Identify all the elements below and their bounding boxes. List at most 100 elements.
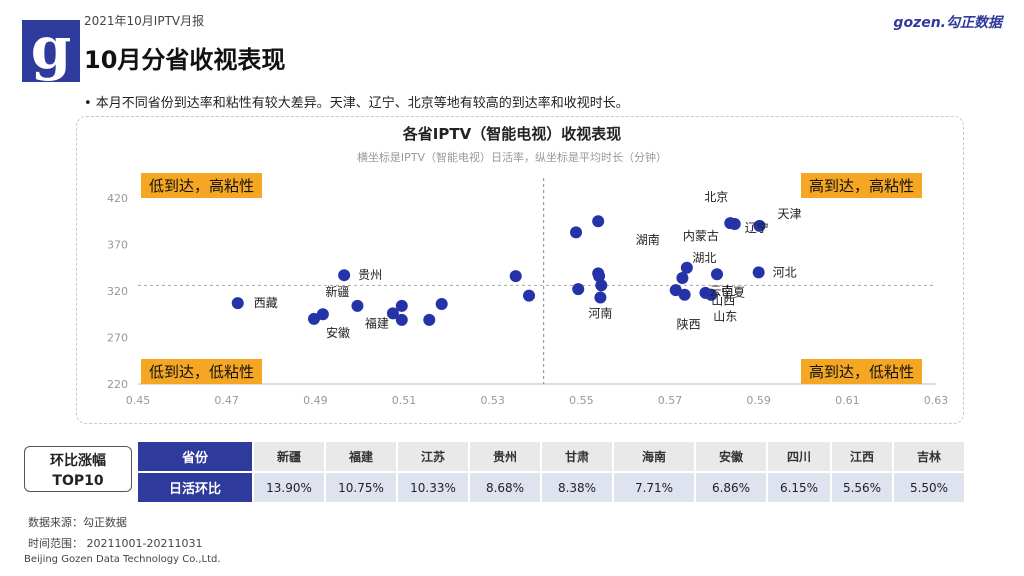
point-label: 辽宁 bbox=[745, 220, 769, 235]
summary-bullet: • 本月不同省份到达率和粘性有较大差异。天津、辽宁、北京等地有较高的到达率和收视… bbox=[84, 96, 629, 111]
data-point bbox=[705, 288, 718, 301]
y-tick-label: 420 bbox=[107, 192, 128, 205]
data-point bbox=[753, 219, 766, 232]
x-tick-label: 0.59 bbox=[746, 394, 771, 407]
data-point bbox=[728, 218, 741, 231]
data-point bbox=[710, 268, 723, 281]
table-cell: 13.90% bbox=[252, 471, 326, 504]
data-point bbox=[572, 283, 585, 296]
table-cell: 6.15% bbox=[766, 471, 832, 504]
data-point bbox=[592, 215, 605, 228]
quadrant-label-top-right: 高到达，高粘性 bbox=[801, 173, 923, 198]
data-point bbox=[593, 270, 606, 283]
top10-caption-line1: 环比涨幅 bbox=[50, 453, 106, 469]
province-header: 省份 bbox=[136, 440, 254, 473]
point-label: 天津 bbox=[778, 207, 802, 221]
table-cell: 10.75% bbox=[324, 471, 398, 504]
data-source: 数据来源：勾正数据 bbox=[28, 516, 127, 529]
x-tick-label: 0.45 bbox=[126, 394, 151, 407]
table-cell: 福建 bbox=[324, 440, 398, 473]
y-tick-label: 270 bbox=[107, 332, 128, 345]
point-label: 内蒙古 bbox=[683, 228, 719, 243]
table-cell: 5.56% bbox=[830, 471, 894, 504]
time-range: 时间范围： 20211001-20211031 bbox=[28, 537, 203, 550]
table-cell: 5.50% bbox=[892, 471, 966, 504]
x-tick-label: 0.47 bbox=[214, 394, 239, 407]
table-cell: 7.71% bbox=[612, 471, 696, 504]
table-cell: 江西 bbox=[830, 440, 894, 473]
table-cell: 甘肃 bbox=[540, 440, 614, 473]
quadrant-label-bottom-right: 高到达，低粘性 bbox=[801, 359, 923, 384]
x-tick-label: 0.49 bbox=[303, 394, 328, 407]
table-cell: 安徽 bbox=[694, 440, 768, 473]
province-row: 省份 新疆 福建 江苏 贵州 甘肃 海南 安徽 四川 江西 吉林 bbox=[136, 440, 966, 473]
point-label: 北京 bbox=[704, 190, 728, 204]
point-label: 云南 bbox=[709, 283, 733, 298]
value-row: 日活环比 13.90% 10.75% 10.33% 8.68% 8.38% 7.… bbox=[136, 471, 966, 504]
report-date: 2021年10月IPTV月报 bbox=[84, 14, 205, 28]
point-label: 湖南 bbox=[636, 232, 660, 247]
data-point bbox=[678, 288, 691, 301]
top10-caption: 环比涨幅 TOP10 bbox=[24, 446, 132, 492]
point-label: 新疆 bbox=[325, 284, 349, 299]
gozen-logo: g bbox=[22, 19, 80, 82]
table-cell: 江苏 bbox=[396, 440, 470, 473]
data-point bbox=[680, 261, 693, 274]
point-label: 宁夏 bbox=[721, 284, 745, 299]
growth-table: 省份 新疆 福建 江苏 贵州 甘肃 海南 安徽 四川 江西 吉林 日活环比 13… bbox=[136, 440, 966, 504]
table-cell: 贵州 bbox=[468, 440, 542, 473]
point-label: 福建 bbox=[365, 315, 389, 330]
point-label: 湖北 bbox=[692, 250, 716, 265]
growth-header: 日活环比 bbox=[136, 471, 254, 504]
data-point bbox=[570, 226, 583, 239]
chart-title: 各省IPTV（智能电视）收视表现 bbox=[402, 125, 622, 143]
x-tick-label: 0.61 bbox=[835, 394, 860, 407]
quadrant-label-bottom-left: 低到达，低粘性 bbox=[141, 359, 263, 384]
point-label: 西藏 bbox=[254, 296, 278, 310]
table-cell: 新疆 bbox=[252, 440, 326, 473]
chart-subtitle: 横坐标是IPTV（智能电视）日活率，纵坐标是平均时长（分钟） bbox=[356, 151, 668, 164]
data-point bbox=[316, 308, 329, 321]
x-tick-label: 0.55 bbox=[569, 394, 594, 407]
chart-frame bbox=[76, 116, 964, 424]
brand-logo: gozen.勾正数据 bbox=[893, 15, 1002, 31]
point-label: 安徽 bbox=[326, 325, 350, 340]
x-tick-label: 0.53 bbox=[480, 394, 505, 407]
data-point bbox=[308, 312, 321, 325]
y-tick-label: 220 bbox=[107, 378, 128, 391]
data-point bbox=[395, 313, 408, 326]
data-point bbox=[669, 284, 682, 297]
company-name: Beijing Gozen Data Technology Co.,Ltd. bbox=[24, 554, 221, 565]
point-label: 贵州 bbox=[358, 268, 382, 282]
table-cell: 10.33% bbox=[396, 471, 470, 504]
table-cell: 8.38% bbox=[540, 471, 614, 504]
x-tick-label: 0.51 bbox=[392, 394, 417, 407]
data-point bbox=[595, 279, 608, 292]
point-label: 陕西 bbox=[677, 317, 701, 332]
table-cell: 吉林 bbox=[892, 440, 966, 473]
data-point bbox=[423, 313, 436, 326]
data-point bbox=[435, 298, 448, 311]
table-cell: 海南 bbox=[612, 440, 696, 473]
point-label: 山东 bbox=[713, 310, 737, 324]
x-tick-label: 0.63 bbox=[924, 394, 949, 407]
data-point bbox=[351, 299, 364, 312]
data-point bbox=[509, 270, 522, 283]
y-tick-label: 320 bbox=[107, 285, 128, 298]
data-point bbox=[523, 289, 536, 302]
point-label: 河南 bbox=[588, 306, 612, 321]
point-label: 山西 bbox=[711, 294, 735, 308]
data-point bbox=[395, 299, 408, 312]
top10-caption-line2: TOP10 bbox=[52, 473, 104, 489]
data-point bbox=[386, 307, 399, 320]
data-point bbox=[338, 269, 351, 282]
y-tick-label: 370 bbox=[107, 239, 128, 252]
data-point bbox=[231, 297, 244, 310]
table-cell: 8.68% bbox=[468, 471, 542, 504]
data-point bbox=[594, 291, 607, 304]
data-point bbox=[752, 266, 765, 279]
page-title: 10月分省收视表现 bbox=[84, 46, 286, 74]
x-tick-label: 0.57 bbox=[658, 394, 683, 407]
table-cell: 四川 bbox=[766, 440, 832, 473]
data-point bbox=[676, 271, 689, 284]
